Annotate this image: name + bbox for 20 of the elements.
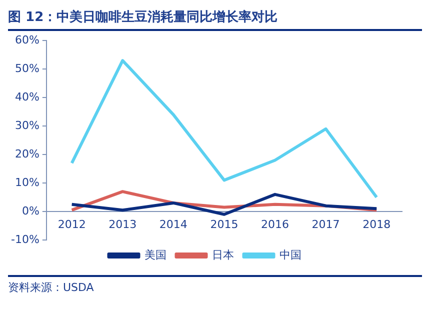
x-tick-label: 2014	[159, 218, 188, 231]
y-tick-label: -10%	[10, 232, 40, 246]
legend-label: 日本	[212, 248, 234, 262]
x-tick-label: 2017	[312, 218, 340, 231]
chart-title: 图 12：中美日咖啡生豆消耗量同比增长率对比	[8, 8, 422, 31]
legend-label: 中国	[279, 248, 302, 262]
y-tick-label: 40%	[14, 90, 40, 104]
x-tick-label: 2012	[58, 218, 86, 231]
text: 资料来源：USDA	[8, 280, 95, 295]
y-tick-label: 60%	[14, 33, 40, 46]
y-tick-label: 30%	[14, 118, 40, 132]
legend-label: 美国	[144, 248, 166, 262]
x-tick-label: 2013	[108, 218, 137, 231]
y-tick-label: 10%	[14, 176, 40, 189]
y-tick-label: 20%	[14, 147, 40, 160]
y-tick-label: 0%	[22, 204, 40, 218]
y-tick-label: 50%	[14, 62, 40, 75]
x-tick-label: 2018	[362, 218, 391, 231]
x-tick-label: 2015	[210, 218, 238, 231]
x-tick-label: 2016	[261, 218, 290, 231]
